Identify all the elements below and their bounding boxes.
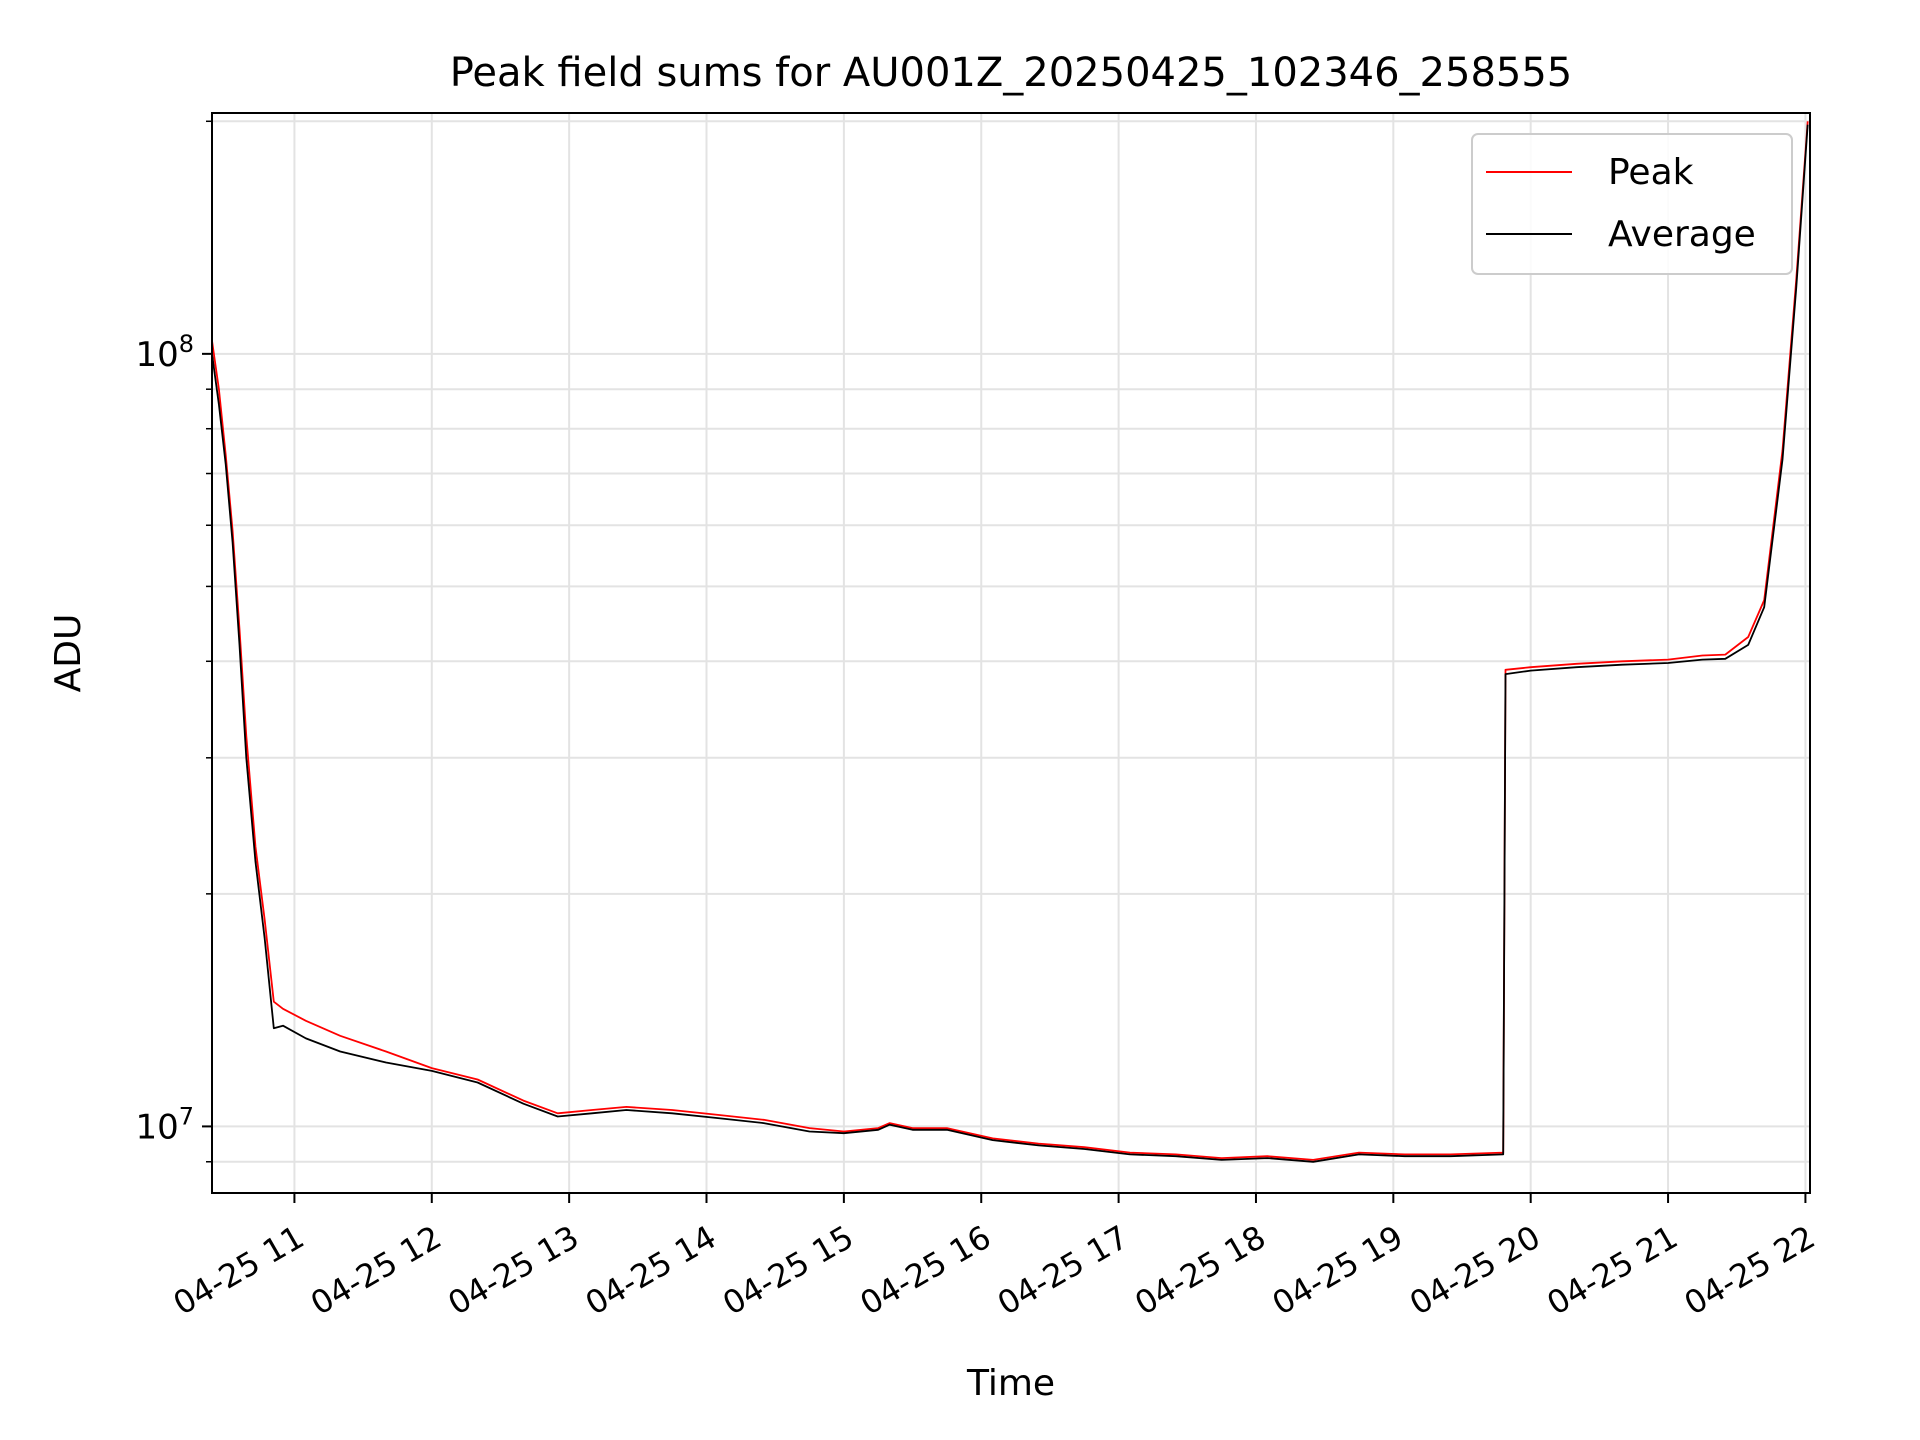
legend-label-peak: Peak: [1608, 152, 1694, 193]
y-axis: 107 108: [135, 120, 212, 1163]
grid: [212, 113, 1810, 1193]
legend-label-average: Average: [1608, 214, 1756, 255]
series-layer: [211, 121, 1809, 1163]
y-tick-label: 107: [135, 1102, 194, 1147]
chart-title: Peak field sums for AU001Z_20250425_1023…: [450, 50, 1573, 96]
legend-box: [1471, 133, 1793, 275]
series-line-average: [211, 124, 1809, 1163]
y-axis-title: ADU: [48, 614, 89, 693]
legend: Peak Average: [1471, 133, 1793, 275]
y-tick-label: 108: [135, 330, 194, 375]
x-axis-title: Time: [966, 1363, 1055, 1404]
series-line-peak: [211, 121, 1809, 1161]
plot-frame: [211, 112, 1811, 1194]
